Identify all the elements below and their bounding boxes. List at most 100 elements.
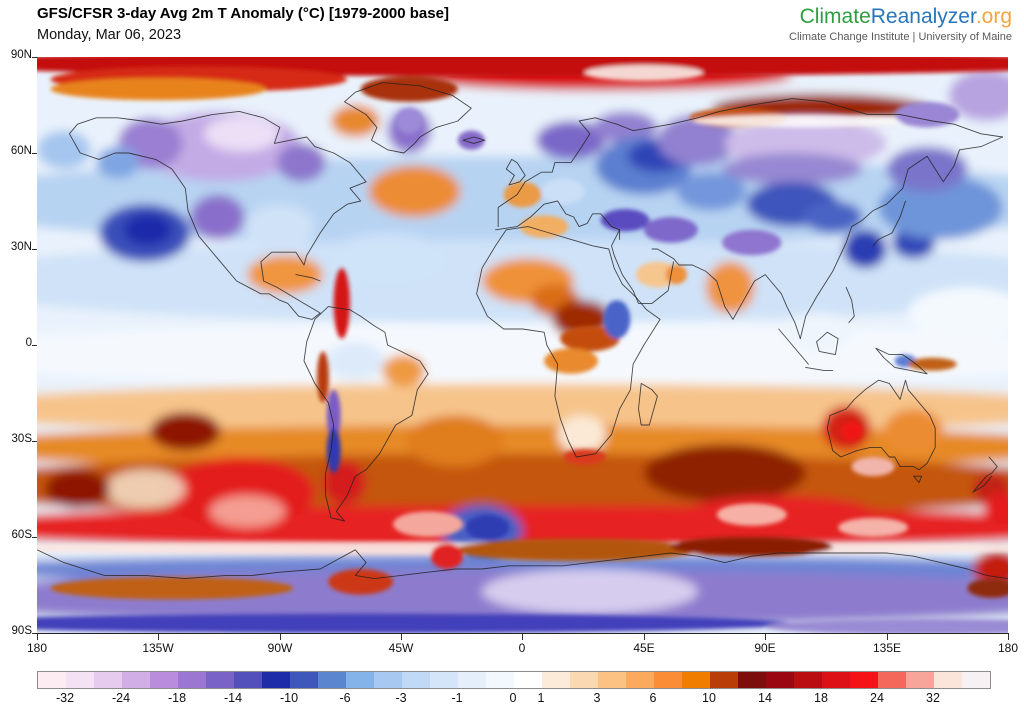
anomaly-region [37, 613, 793, 633]
coastline [651, 248, 801, 340]
lon-tick [1008, 634, 1009, 640]
colorbar-cell [850, 672, 878, 688]
anomaly-region [37, 383, 1008, 435]
colorbar-cell [514, 672, 542, 688]
lon-tick [765, 634, 766, 640]
anomaly-region [584, 65, 704, 81]
anomaly-region [325, 341, 385, 381]
colorbar-tick-label: -6 [339, 691, 351, 705]
anomaly-region [328, 569, 394, 595]
lon-label: 0 [518, 641, 526, 655]
colorbar-tick-label: 18 [814, 691, 828, 705]
lat-tick [32, 153, 37, 154]
colorbar-cell [374, 672, 402, 688]
anomaly-region [840, 421, 863, 441]
coastline [344, 82, 472, 154]
lat-tick [32, 249, 37, 250]
anomaly-region [455, 538, 698, 561]
anomaly-region [908, 357, 957, 371]
colorbar-cell [654, 672, 682, 688]
lon-tick [644, 634, 645, 640]
anomaly-region [326, 389, 341, 441]
colorbar-cell [346, 672, 374, 688]
colorbar-cell [906, 672, 934, 688]
lon-label: 90E [754, 641, 776, 655]
lon-tick [522, 634, 523, 640]
anomaly-region [908, 287, 1008, 339]
colorbar-cell [66, 672, 94, 688]
anomaly-region [50, 577, 294, 600]
anomaly-region [560, 325, 620, 352]
anomaly-region [948, 69, 1008, 121]
anomaly-region [406, 415, 504, 467]
anomaly-region [665, 265, 688, 285]
lat-tick [32, 345, 37, 346]
colorbar-cell [682, 672, 710, 688]
colorbar-tick-label: -24 [111, 691, 131, 705]
lat-label: 60S [11, 529, 32, 541]
logo-wordmark[interactable]: ClimateReanalyzer.org [789, 6, 1012, 28]
anomaly-region [562, 449, 607, 465]
logo-word-climate: Climate [799, 5, 871, 28]
anomaly-region [190, 194, 245, 240]
lon-label: 180 [997, 641, 1019, 655]
colorbar-cell [598, 672, 626, 688]
colorbar-cell [318, 672, 346, 688]
anomaly-region [670, 537, 833, 557]
anomaly-region [716, 503, 787, 526]
logo-word-reanalyzer: Reanalyzer [870, 5, 976, 28]
anomaly-region [643, 217, 698, 243]
colorbar-cell [878, 672, 906, 688]
anomaly-region [878, 175, 1003, 240]
site-logo[interactable]: ClimateReanalyzer.org Climate Change Ins… [789, 6, 1012, 44]
date-subtitle: Monday, Mar 06, 2023 [37, 27, 182, 43]
coastline [638, 382, 658, 426]
colorbar-tick-label: -32 [55, 691, 75, 705]
map-bottom-axis-line [36, 633, 1009, 634]
colorbar-cell [150, 672, 178, 688]
logo-tagline: Climate Change Institute | University of… [789, 31, 1012, 43]
anomaly-region [368, 165, 461, 217]
lat-label: 0 [25, 337, 32, 349]
lat-label: 60N [10, 145, 32, 157]
colorbar-cell [570, 672, 598, 688]
lon-label: 90W [267, 641, 293, 655]
anomaly-region [465, 514, 510, 541]
colorbar-tick-label: 0 [509, 691, 517, 705]
colorbar-tick-label: 1 [537, 691, 545, 705]
colorbar-tick-label: 32 [926, 691, 940, 705]
anomaly-region [557, 415, 607, 454]
anomaly-region [851, 457, 895, 477]
anomaly-region [326, 428, 341, 473]
colorbar-tick-label: -3 [395, 691, 407, 705]
anomaly-region [277, 143, 326, 182]
colorbar-cell [822, 672, 850, 688]
coastline [778, 328, 809, 365]
colorbar-cell [626, 672, 654, 688]
colorbar-cell [486, 672, 514, 688]
anomaly-region [635, 261, 679, 288]
colorbar-cell [710, 672, 738, 688]
lon-tick [401, 634, 402, 640]
anomaly-region [104, 469, 186, 509]
anomaly-region [482, 569, 698, 614]
anomaly-region [600, 209, 650, 232]
lon-label: 45E [633, 641, 655, 655]
coastline [875, 347, 928, 375]
anomaly-region [382, 354, 426, 387]
anomaly-region [692, 114, 919, 128]
lat-tick [32, 633, 37, 634]
coastline [37, 549, 1008, 580]
anomaly-region [722, 153, 863, 185]
anomaly-region [983, 492, 1008, 525]
colorbar-cell [766, 672, 794, 688]
coastline [611, 229, 674, 304]
anomaly-region [247, 255, 323, 294]
colorbar-cell [206, 672, 234, 688]
anomaly-region [643, 444, 806, 502]
colorbar-cell [962, 672, 990, 688]
anomaly-region [843, 229, 887, 269]
anomaly-region [360, 76, 458, 102]
colorbar-cell [122, 672, 150, 688]
